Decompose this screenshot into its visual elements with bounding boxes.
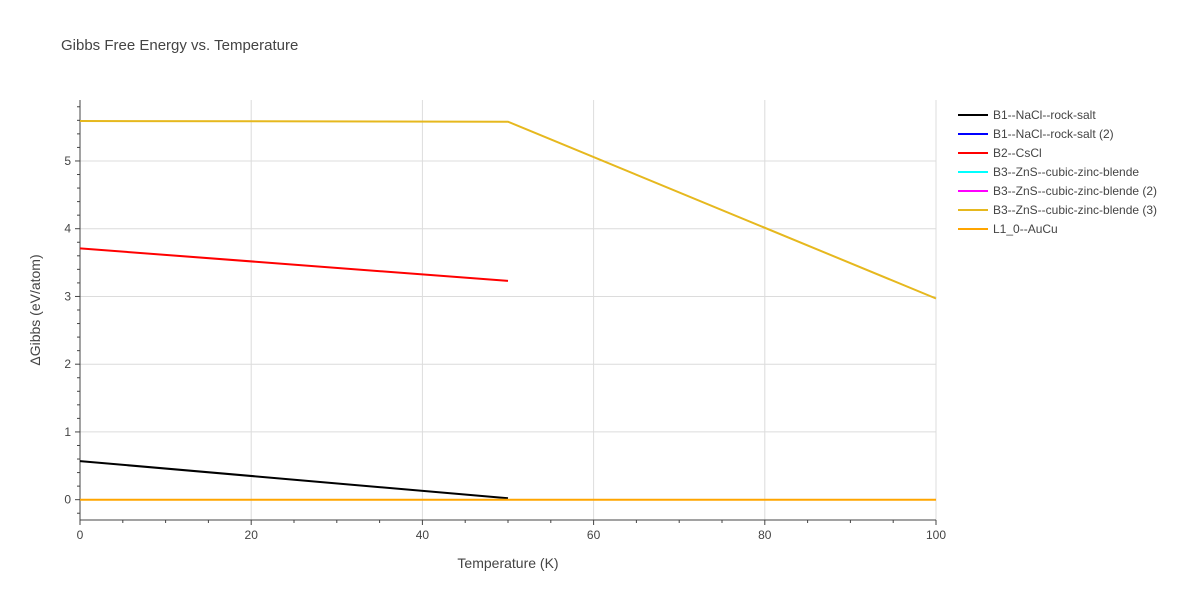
- legend-item[interactable]: B2--CsCl: [958, 146, 1042, 160]
- x-tick-label: 100: [926, 528, 946, 542]
- legend-label: B3--ZnS--cubic-zinc-blende (2): [993, 184, 1157, 198]
- legend-label: L1_0--AuCu: [993, 222, 1058, 236]
- legend-label: B3--ZnS--cubic-zinc-blende: [993, 165, 1139, 179]
- legend-item[interactable]: L1_0--AuCu: [958, 222, 1058, 236]
- x-tick-label: 0: [77, 528, 84, 542]
- x-tick-label: 80: [758, 528, 772, 542]
- legend-label: B3--ZnS--cubic-zinc-blende (3): [993, 203, 1157, 217]
- x-axis-title: Temperature (K): [457, 555, 558, 571]
- legend-item[interactable]: B1--NaCl--rock-salt (2): [958, 127, 1114, 141]
- grid: [80, 100, 937, 520]
- legend-label: B2--CsCl: [993, 146, 1042, 160]
- axes: 0 20 40 60 80 100 0 1 2 3 4 5: [64, 100, 946, 542]
- x-tick-label: 40: [416, 528, 430, 542]
- y-tick-label: 2: [64, 357, 71, 371]
- series-line-0: [79, 460, 509, 500]
- legend-item[interactable]: B1--NaCl--rock-salt: [958, 108, 1096, 122]
- y-tick-label: 1: [64, 425, 71, 439]
- chart-title: Gibbs Free Energy vs. Temperature: [61, 37, 298, 54]
- legend: B1--NaCl--rock-salt B1--NaCl--rock-salt (…: [958, 108, 1157, 236]
- series-line-5: [79, 120, 937, 300]
- series-lines: [79, 120, 937, 501]
- y-axis-title: ΔGibbs (eV/atom): [27, 254, 43, 365]
- x-tick-label: 20: [245, 528, 259, 542]
- series-line-2: [79, 247, 509, 282]
- y-tick-label: 3: [64, 289, 71, 303]
- y-tick-label: 0: [64, 493, 71, 507]
- legend-item[interactable]: B3--ZnS--cubic-zinc-blende (3): [958, 203, 1157, 217]
- legend-item[interactable]: B3--ZnS--cubic-zinc-blende: [958, 165, 1139, 179]
- y-tick-label: 5: [64, 154, 71, 168]
- y-tick-label: 4: [64, 222, 71, 236]
- legend-item[interactable]: B3--ZnS--cubic-zinc-blende (2): [958, 184, 1157, 198]
- x-tick-label: 60: [587, 528, 601, 542]
- legend-label: B1--NaCl--rock-salt: [993, 108, 1096, 122]
- legend-label: B1--NaCl--rock-salt (2): [993, 127, 1114, 141]
